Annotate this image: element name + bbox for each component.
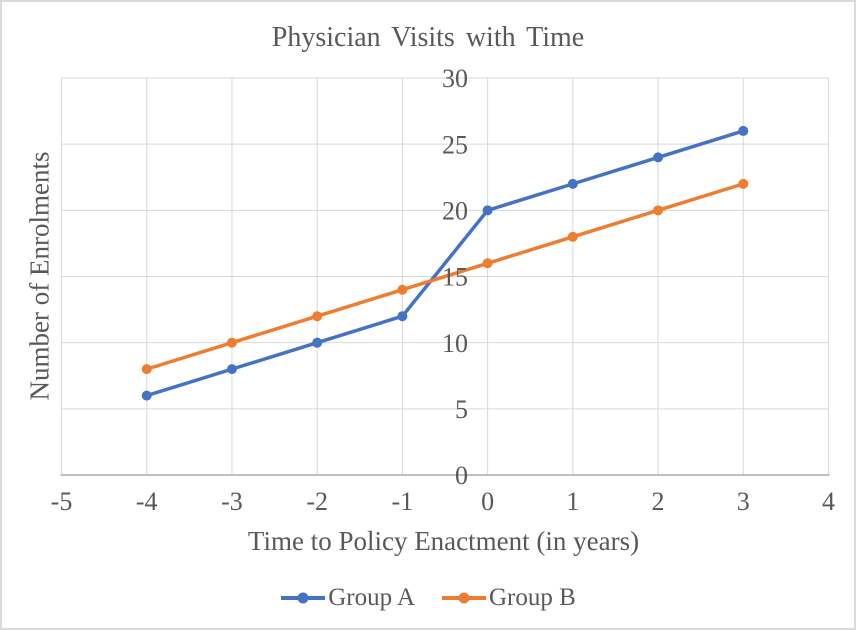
data-point-marker	[653, 205, 664, 216]
legend-item-group-b: Group B	[441, 584, 576, 612]
legend-item-group-a: Group A	[280, 584, 415, 612]
data-point-marker	[312, 311, 323, 322]
data-point-marker	[653, 152, 664, 163]
y-tick-label: 10	[442, 329, 468, 358]
x-tick-label: -1	[392, 487, 414, 516]
x-tick-label: -3	[221, 487, 243, 516]
y-tick-label: 5	[455, 395, 468, 424]
x-tick-label: -2	[306, 487, 328, 516]
x-tick-label: 3	[737, 487, 750, 516]
series-line-group-a	[144, 129, 746, 398]
x-tick-label: -5	[51, 487, 73, 516]
y-tick-label: 20	[442, 196, 468, 225]
legend-circle-icon	[297, 592, 309, 604]
x-tick-label: -4	[136, 487, 158, 516]
legend-marker-group-a	[281, 592, 326, 604]
data-point-marker	[141, 364, 152, 375]
data-point-marker	[738, 125, 749, 136]
x-tick-label: 1	[566, 487, 579, 516]
data-point-marker	[567, 231, 578, 242]
data-point-marker	[482, 205, 493, 216]
legend-label-group-a: Group A	[328, 584, 415, 611]
data-point-marker	[482, 258, 493, 269]
y-tick-label: 25	[442, 130, 468, 159]
legend-marker-group-b	[442, 592, 486, 604]
data-point-marker	[141, 390, 152, 401]
data-point-marker	[738, 178, 749, 189]
data-point-marker	[397, 284, 408, 295]
legend: Group A Group B	[2, 584, 854, 612]
legend-circle-icon	[458, 592, 470, 604]
x-tick-label: 0	[481, 487, 494, 516]
data-point-marker	[567, 178, 578, 189]
x-axis-title: Time to Policy Enactment (in years)	[247, 526, 640, 556]
data-point-marker	[312, 337, 323, 348]
series-line-group-b	[144, 182, 746, 371]
y-tick-label: 0	[455, 461, 468, 490]
data-point-marker	[226, 364, 237, 375]
x-tick-label: 4	[822, 487, 835, 516]
data-point-marker	[226, 337, 237, 348]
y-axis-title: Number of Enrolments	[24, 151, 55, 401]
y-tick-label: 30	[442, 64, 468, 93]
x-tick-label: 2	[652, 487, 665, 516]
chart-title: Physician Visits with Time	[271, 22, 585, 53]
data-point-marker	[397, 311, 408, 322]
legend-label-group-b: Group B	[489, 584, 576, 611]
y-tick-label: 15	[442, 263, 468, 292]
